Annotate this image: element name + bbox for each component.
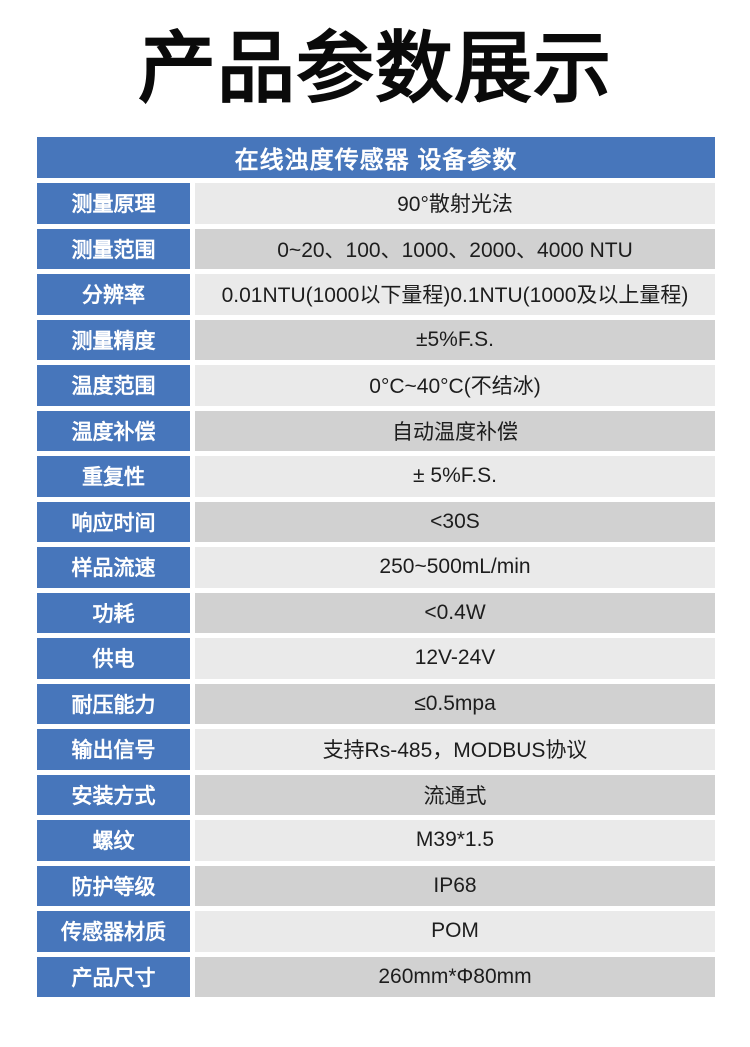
row-label: 防护等级 [37, 865, 190, 906]
row-value: ± 5%F.S. [195, 456, 715, 497]
row-label: 传感器材质 [37, 911, 190, 952]
row-label: 螺纹 [37, 820, 190, 861]
row-value: 自动温度补偿 [195, 410, 715, 451]
row-label: 样品流速 [37, 547, 190, 588]
row-value: 12V-24V [195, 638, 715, 679]
table-row: 产品尺寸 260mm*Φ80mm [37, 956, 715, 997]
table-row: 温度范围 0°C~40°C(不结冰) [37, 365, 715, 406]
table-row: 安装方式 流通式 [37, 774, 715, 815]
table-row: 分辨率 0.01NTU(1000以下量程)0.1NTU(1000及以上量程) [37, 274, 715, 315]
row-value: IP68 [195, 865, 715, 906]
row-value: 260mm*Φ80mm [195, 956, 715, 997]
table-row: 供电 12V-24V [37, 638, 715, 679]
row-value: 0.01NTU(1000以下量程)0.1NTU(1000及以上量程) [195, 274, 715, 315]
table-row: 螺纹 M39*1.5 [37, 820, 715, 861]
row-label: 温度范围 [37, 365, 190, 406]
row-label: 产品尺寸 [37, 956, 190, 997]
row-label: 供电 [37, 638, 190, 679]
row-label: 测量原理 [37, 183, 190, 224]
row-value: <30S [195, 501, 715, 542]
page-title: 产品参数展示 [137, 24, 612, 112]
table-row: 测量原理 90°散射光法 [37, 183, 715, 224]
row-label: 测量范围 [37, 228, 190, 269]
table-row: 功耗 <0.4W [37, 592, 715, 633]
table-row: 测量精度 ±5%F.S. [37, 319, 715, 360]
row-value: 250~500mL/min [195, 547, 715, 588]
row-label: 分辨率 [37, 274, 190, 315]
row-label: 温度补偿 [37, 410, 190, 451]
row-value: M39*1.5 [195, 820, 715, 861]
row-value: 支持Rs-485，MODBUS协议 [195, 729, 715, 770]
row-value: ±5%F.S. [195, 319, 715, 360]
row-label: 功耗 [37, 592, 190, 633]
spec-table: 在线浊度传感器 设备参数 测量原理 90°散射光法 测量范围 0~20、100、100… [37, 137, 715, 997]
table-row: 温度补偿 自动温度补偿 [37, 410, 715, 451]
table-row: 防护等级 IP68 [37, 865, 715, 906]
table-row: 样品流速 250~500mL/min [37, 547, 715, 588]
row-value: 90°散射光法 [195, 183, 715, 224]
row-label: 耐压能力 [37, 683, 190, 724]
row-value: 0°C~40°C(不结冰) [195, 365, 715, 406]
table-rows: 测量原理 90°散射光法 测量范围 0~20、100、1000、2000、4000 N… [37, 183, 715, 997]
table-row: 耐压能力 ≤0.5mpa [37, 683, 715, 724]
table-row: 测量范围 0~20、100、1000、2000、4000 NTU [37, 228, 715, 269]
table-row: 响应时间 <30S [37, 501, 715, 542]
row-label: 响应时间 [37, 501, 190, 542]
row-value: POM [195, 911, 715, 952]
row-label: 输出信号 [37, 729, 190, 770]
row-label: 测量精度 [37, 319, 190, 360]
table-header: 在线浊度传感器 设备参数 [37, 137, 715, 178]
table-row: 重复性 ± 5%F.S. [37, 456, 715, 497]
row-value: ≤0.5mpa [195, 683, 715, 724]
row-value: <0.4W [195, 592, 715, 633]
row-label: 安装方式 [37, 774, 190, 815]
row-value: 0~20、100、1000、2000、4000 NTU [195, 228, 715, 269]
table-row: 传感器材质 POM [37, 911, 715, 952]
table-row: 输出信号 支持Rs-485，MODBUS协议 [37, 729, 715, 770]
row-value: 流通式 [195, 774, 715, 815]
row-label: 重复性 [37, 456, 190, 497]
